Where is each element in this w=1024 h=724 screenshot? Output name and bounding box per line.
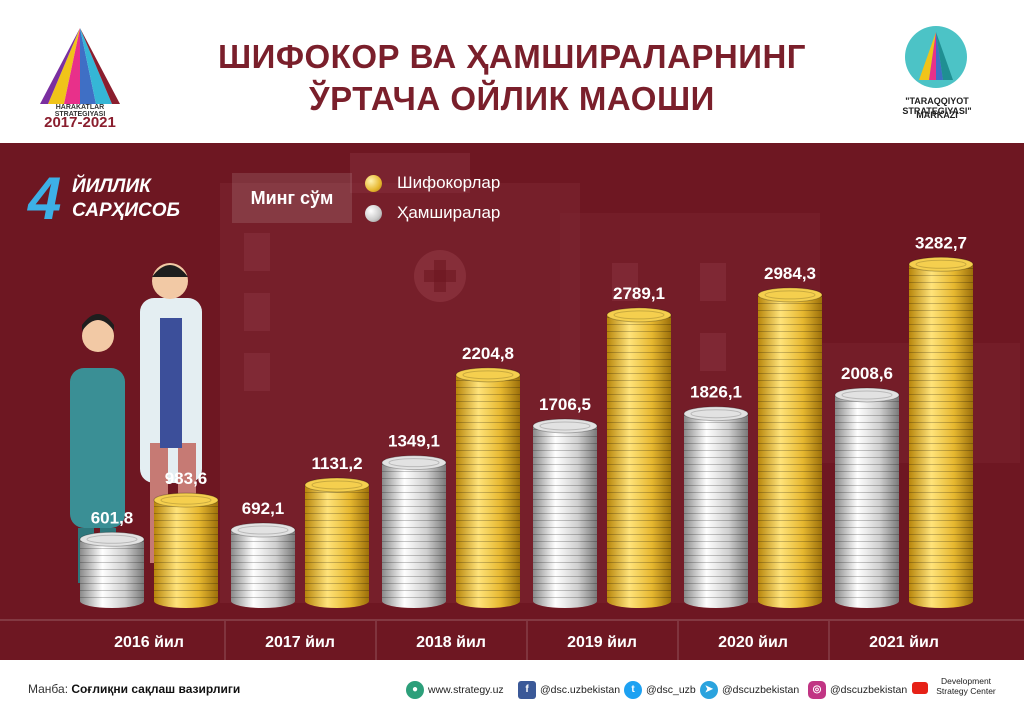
badge-line-1: ЙИЛЛИК — [72, 176, 151, 197]
facebook-text: @dsc.uzbekistan — [540, 684, 621, 696]
legend-label-doctors: Шифокорлар — [397, 173, 501, 192]
instagram-text: @dscuzbekistan — [830, 684, 908, 696]
legend-item-doctors: Шифокорлар — [365, 171, 565, 195]
website-text: www.strategy.uz — [428, 684, 504, 696]
bar-nurses-1 — [230, 522, 296, 608]
logo-years: 2017-2021 — [44, 114, 116, 131]
badge-line-2: САРҲИСОБ — [72, 200, 180, 221]
baseline — [0, 619, 1024, 621]
telegram-text: @dscuzbekistan — [722, 684, 800, 696]
twitter-icon: t — [624, 681, 642, 700]
bar-doctors-1 — [304, 477, 370, 608]
bar-doctors-0-label: 983,6 — [165, 469, 208, 488]
bar-nurses-4-label: 1826,1 — [690, 383, 742, 402]
dsc-line-1: Development — [940, 676, 992, 686]
bar-nurses-0-label: 601,8 — [91, 508, 134, 527]
bar-nurses-1-label: 692,1 — [242, 499, 285, 518]
bar-doctors-5-label: 3282,7 — [915, 233, 967, 252]
facebook-link[interactable]: f @dsc.uzbekistan — [518, 680, 620, 700]
source-name: Соғлиқни сақлаш вазирлиги — [71, 682, 241, 696]
logo-caption: HARAKATLAR STRATEGIYASI — [54, 104, 106, 118]
instagram-icon: ◎ — [808, 681, 826, 700]
twitter-link[interactable]: t @dsc_uzb — [624, 680, 696, 700]
harakatlar-strategiyasi-logo: HARAKATLAR STRATEGIYASI 2017-2021 — [30, 26, 130, 136]
bar-doctors-2 — [455, 367, 521, 608]
source-prefix: Манба: — [28, 682, 69, 696]
youtube-icon — [912, 682, 928, 694]
coin-stack-chart: 601,8 983,6 2016 йил 692,1 1131,2 2017 йил 134… — [0, 233, 1024, 660]
legend-label-nurses: Ҳамширалар — [397, 203, 501, 222]
dsc-line-2: Strategy Center — [936, 686, 996, 696]
tent-logo-icon — [40, 28, 120, 104]
bar-nurses-3-label: 1706,5 — [539, 395, 591, 414]
dsc-youtube-link[interactable]: Development Strategy Center — [912, 676, 1020, 696]
bar-nurses-5-label: 2008,6 — [841, 364, 893, 383]
bar-nurses-0 — [79, 531, 145, 608]
bar-nurses-5 — [834, 387, 900, 608]
header: HARAKATLAR STRATEGIYASI 2017-2021 ШИФОКО… — [0, 0, 1024, 143]
source-note: Манба: Соғлиқни сақлаш вазирлиги — [28, 682, 240, 696]
taraqqiyot-strategiyasi-logo: "TARAQQIYOT STRATEGIYASI" MARKAZI — [872, 24, 1002, 134]
globe-icon: ● — [406, 681, 424, 700]
telegram-icon: ➤ — [700, 681, 718, 700]
bar-doctors-5 — [908, 256, 974, 608]
bar-doctors-0 — [153, 492, 219, 608]
x-tick-label-0: 2016 йил — [114, 634, 184, 651]
x-tick-label-3: 2019 йил — [567, 634, 637, 651]
summary-badge: 4 ЙИЛЛИК САРҲИСОБ — [24, 165, 214, 232]
bar-nurses-2-label: 1349,1 — [388, 432, 440, 451]
bar-nurses-4 — [683, 406, 749, 608]
unit-label: Минг сўм — [232, 173, 352, 223]
title-line-2: ЎРТАЧА ОЙЛИК МАОШИ — [309, 80, 715, 117]
bar-doctors-1-label: 1131,2 — [311, 454, 362, 473]
bar-nurses-2 — [381, 455, 447, 608]
gold-coin-icon — [365, 175, 382, 192]
instagram-link[interactable]: ◎ @dscuzbekistan — [808, 680, 907, 700]
bar-doctors-4 — [757, 287, 823, 608]
x-tick-label-1: 2017 йил — [265, 634, 335, 651]
x-tick-label-4: 2020 йил — [718, 634, 788, 651]
bar-doctors-3-label: 2789,1 — [613, 284, 665, 303]
legend-item-nurses: Ҳамширалар — [365, 201, 565, 225]
chart-panel: 4 ЙИЛЛИК САРҲИСОБ Минг сўм Шифокорлар Ҳа… — [0, 143, 1024, 660]
facebook-icon: f — [518, 681, 536, 700]
bar-nurses-3 — [532, 418, 598, 608]
x-tick-label-2: 2018 йил — [416, 634, 486, 651]
logo-right-line-1: "TARAQQIYOT STRATEGIYASI" — [902, 96, 972, 116]
bar-doctors-3 — [606, 307, 672, 608]
telegram-link[interactable]: ➤ @dscuzbekistan — [700, 680, 799, 700]
footer: Манба: Соғлиқни сақлаш вазирлиги ● www.st… — [0, 660, 1024, 724]
bar-doctors-2-label: 2204,8 — [462, 344, 514, 363]
circle-tent-logo-icon — [905, 26, 967, 88]
title-line-1: ШИФОКОР ВА ҲАМШИРАЛАРНИНГ — [217, 38, 807, 75]
silver-coin-icon — [365, 205, 382, 222]
logo-right-line-2: MARKAZI — [916, 110, 958, 120]
x-tick-label-5: 2021 йил — [869, 634, 939, 651]
badge-number: 4 — [28, 165, 62, 232]
website-link[interactable]: ● www.strategy.uz — [406, 680, 504, 700]
page-title: ШИФОКОР ВА ҲАМШИРАЛАРНИНГ ЎРТАЧА ОЙЛИК М… — [180, 36, 844, 120]
twitter-text: @dsc_uzb — [646, 684, 696, 696]
bar-doctors-4-label: 2984,3 — [764, 264, 816, 283]
